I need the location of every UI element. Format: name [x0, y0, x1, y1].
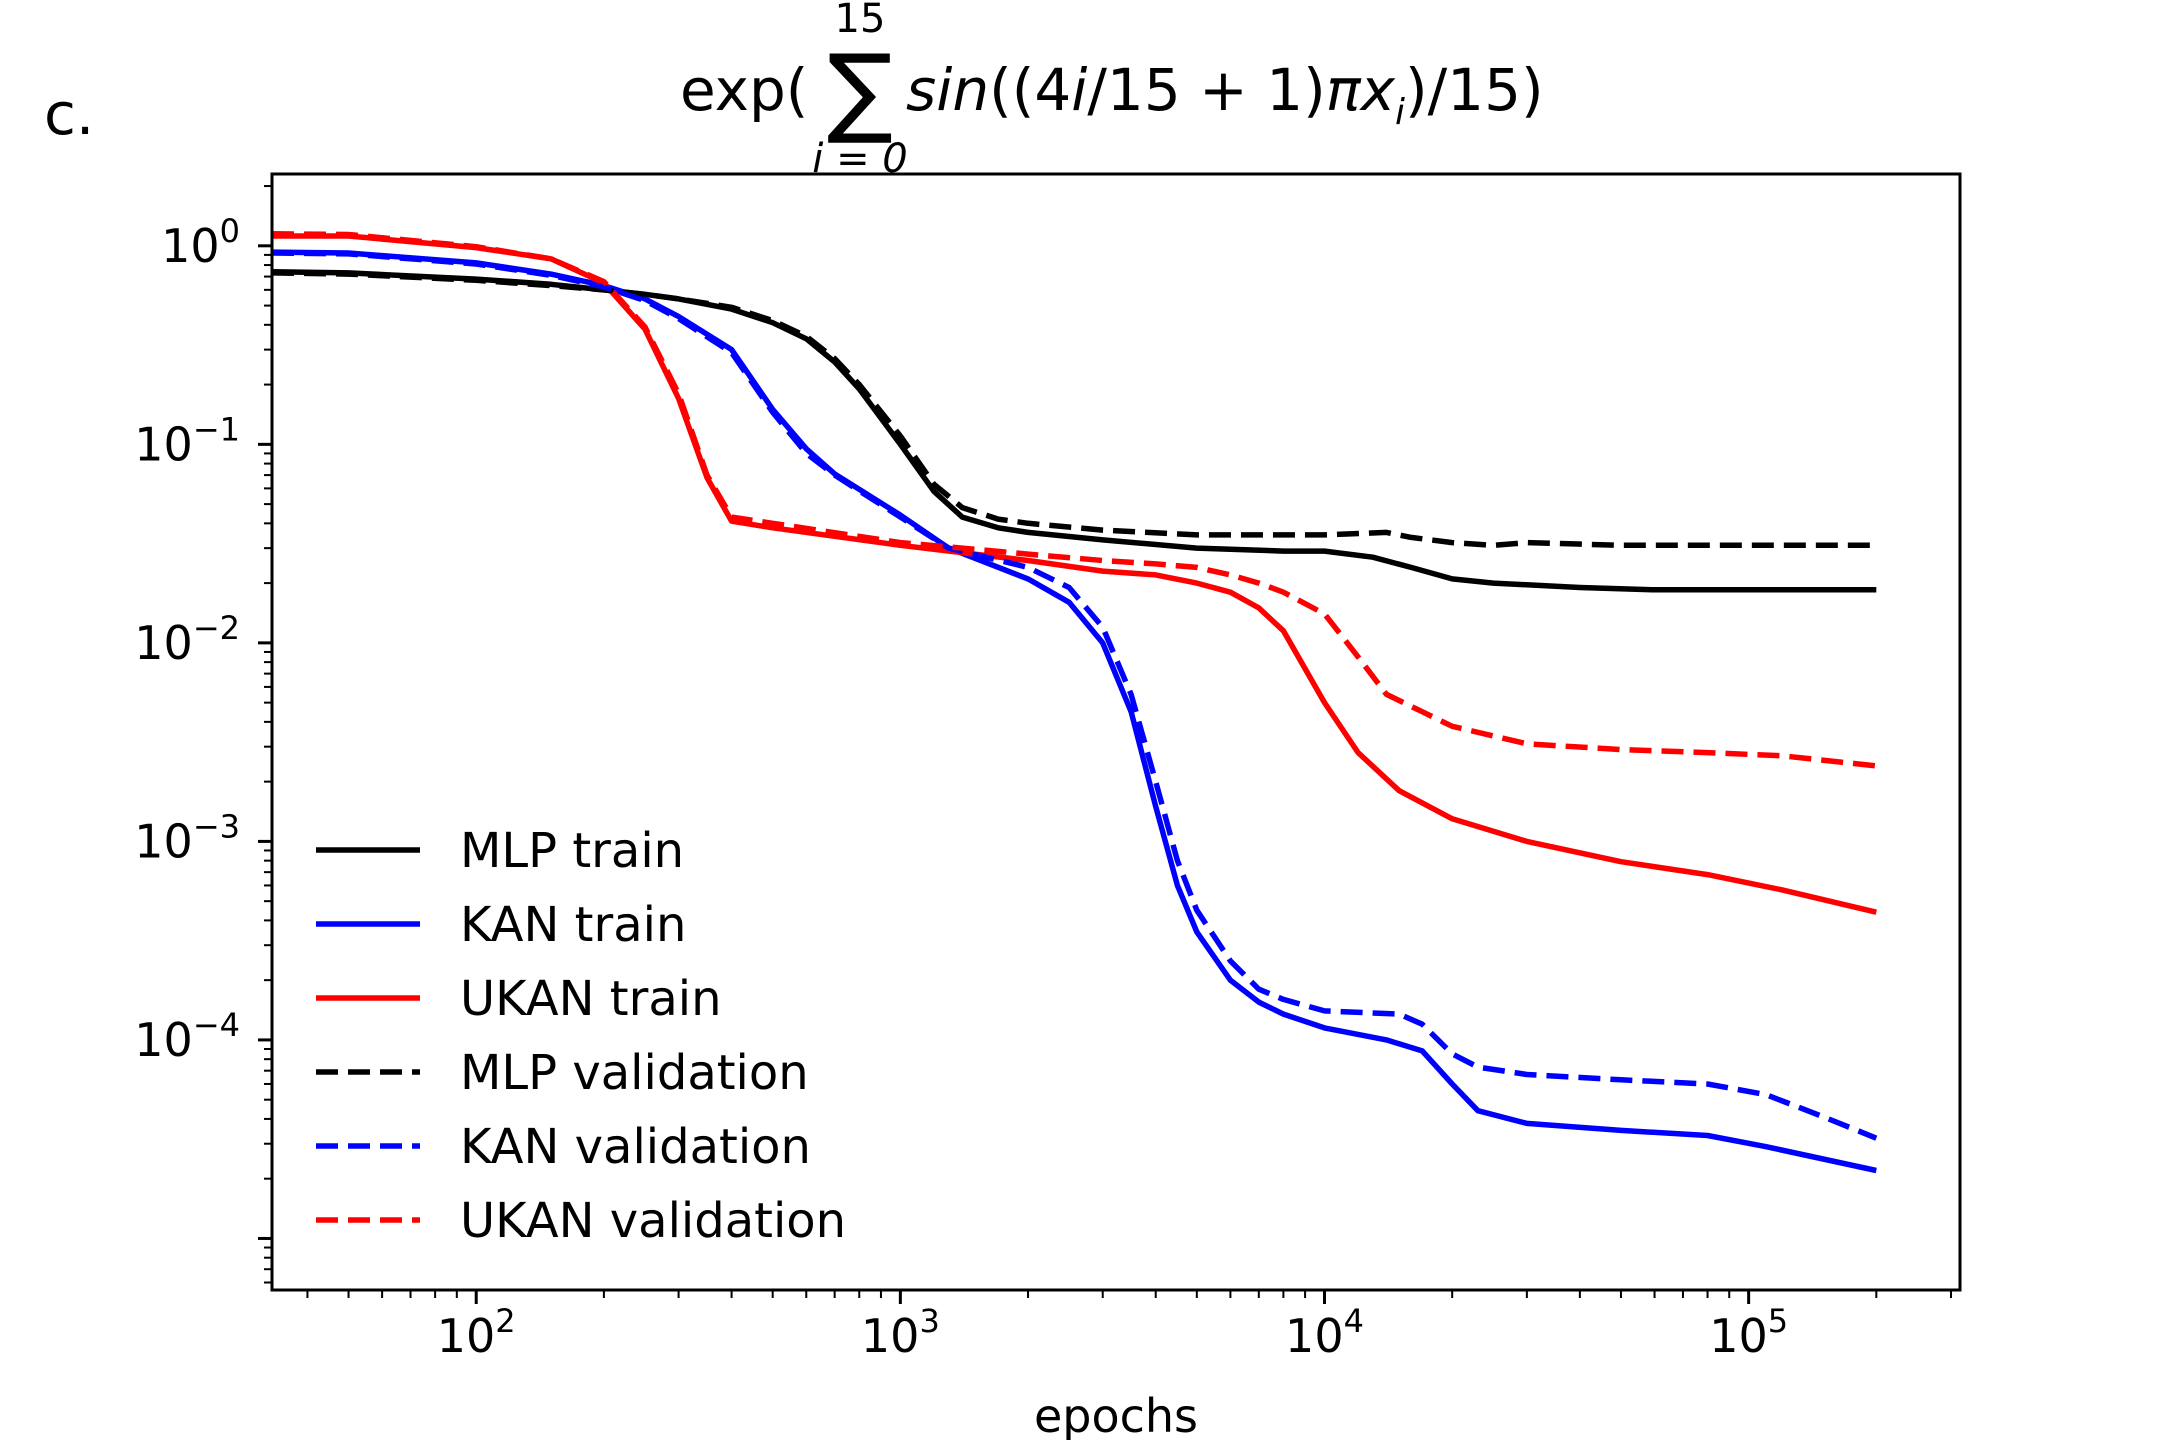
x-axis-label: epochs: [1034, 1389, 1198, 1440]
y-tick-label: 10−4: [134, 1006, 240, 1067]
legend-label-kan-train: KAN train: [460, 897, 686, 953]
series-line-ukan-train: [272, 233, 1877, 915]
title-sum-symbol: ∑: [827, 34, 893, 148]
y-tick-label: 10−2: [134, 609, 240, 670]
x-axis: 102 103 104 105: [306, 1290, 1953, 1363]
legend-label-mlp-validation: MLP validation: [460, 1045, 809, 1101]
series-line-kan-train: [272, 249, 1877, 1174]
title-upper-limit: 15: [835, 0, 886, 42]
y-axis: 100 10−1 10−2 10−3 10−4: [134, 185, 272, 1284]
title-prefix: exp(: [680, 56, 808, 124]
plot-frame: [270, 172, 1962, 1292]
series-line-ukan-validation: [272, 231, 1877, 769]
legend-label-kan-validation: KAN validation: [460, 1119, 811, 1175]
series-line-kan-validation: [272, 250, 1878, 1141]
chart-title: exp( 15 ∑ i = 0 sin((4i/15 + 1)πxi)/15): [680, 0, 1544, 182]
y-tick-label: 100: [161, 212, 240, 273]
legend-label-ukan-validation: UKAN validation: [460, 1193, 846, 1249]
y-tick-label: 10−3: [134, 807, 240, 868]
panel-label: c.: [44, 80, 94, 148]
x-tick-label: 103: [861, 1302, 940, 1363]
series-layer: [272, 231, 1878, 1174]
title-body: sin((4i/15 + 1)πxi)/15): [906, 56, 1544, 133]
legend: MLP train KAN train UKAN train MLP validati…: [316, 823, 846, 1249]
x-tick-label: 102: [437, 1302, 516, 1363]
series-line-mlp-validation: [272, 270, 1877, 549]
x-tick-label: 105: [1709, 1302, 1788, 1363]
series-line-mlp-train: [272, 269, 1877, 593]
legend-label-mlp-train: MLP train: [460, 823, 684, 879]
legend-label-ukan-train: UKAN train: [460, 971, 722, 1027]
x-tick-label: 104: [1285, 1302, 1364, 1363]
y-tick-label: 10−1: [134, 410, 240, 471]
